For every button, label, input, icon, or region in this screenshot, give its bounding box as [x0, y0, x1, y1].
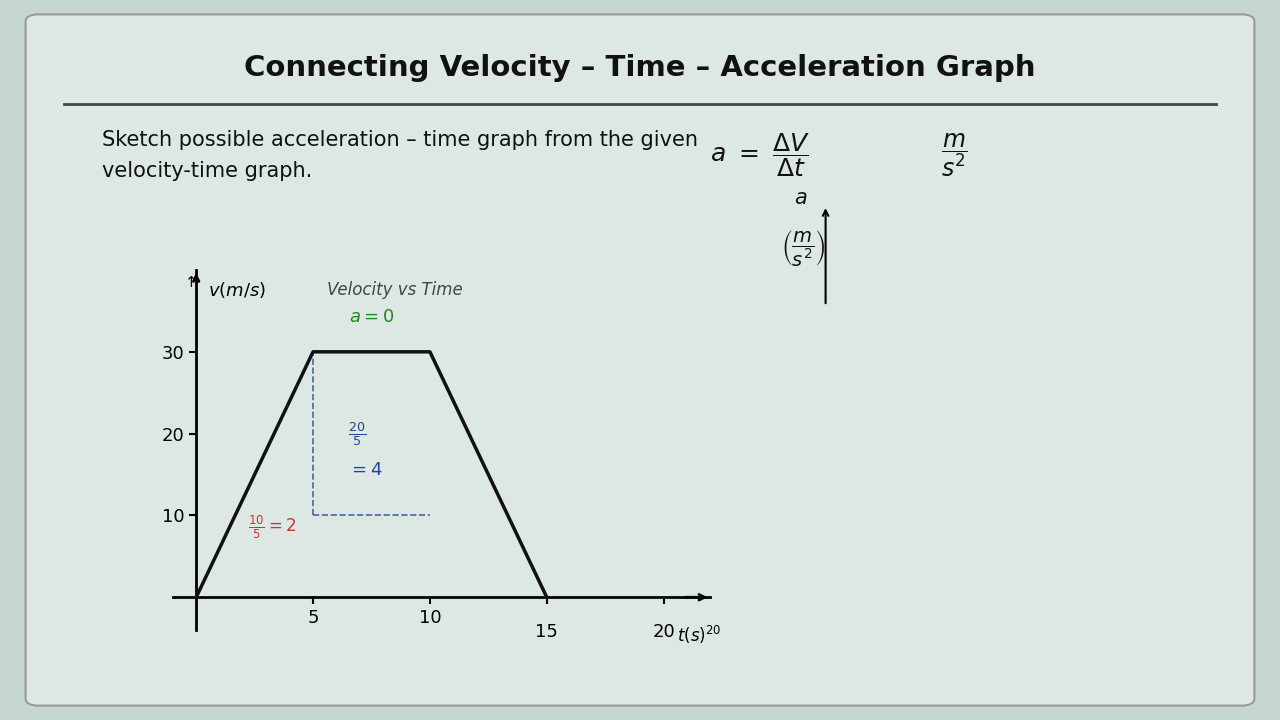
- Text: 15: 15: [535, 624, 558, 642]
- Text: $\left(\dfrac{m}{s^2}\right)$: $\left(\dfrac{m}{s^2}\right)$: [781, 228, 826, 269]
- Text: $a$: $a$: [794, 188, 806, 208]
- Text: $\dfrac{m}{s^2}$: $\dfrac{m}{s^2}$: [941, 131, 968, 179]
- Text: $=4$: $=4$: [348, 462, 383, 480]
- Text: $\frac{20}{5}$: $\frac{20}{5}$: [348, 420, 366, 448]
- Text: Connecting Velocity – Time – Acceleration Graph: Connecting Velocity – Time – Acceleratio…: [244, 55, 1036, 82]
- Text: $t(s)^{20}$: $t(s)^{20}$: [677, 624, 721, 646]
- Text: Velocity vs Time: Velocity vs Time: [326, 282, 463, 300]
- Text: Sketch possible acceleration – time graph from the given: Sketch possible acceleration – time grap…: [102, 130, 699, 150]
- Text: $a=0$: $a=0$: [349, 307, 394, 325]
- Text: $a\ =\ \dfrac{\Delta V}{\Delta t}$: $a\ =\ \dfrac{\Delta V}{\Delta t}$: [710, 131, 810, 179]
- Text: $\uparrow$: $\uparrow$: [182, 275, 196, 289]
- Text: velocity-time graph.: velocity-time graph.: [102, 161, 312, 181]
- Text: 20: 20: [653, 624, 675, 642]
- FancyBboxPatch shape: [26, 14, 1254, 706]
- Text: $v(m/s)$: $v(m/s)$: [207, 281, 266, 300]
- Text: $\frac{10}{5}=2$: $\frac{10}{5}=2$: [247, 514, 296, 541]
